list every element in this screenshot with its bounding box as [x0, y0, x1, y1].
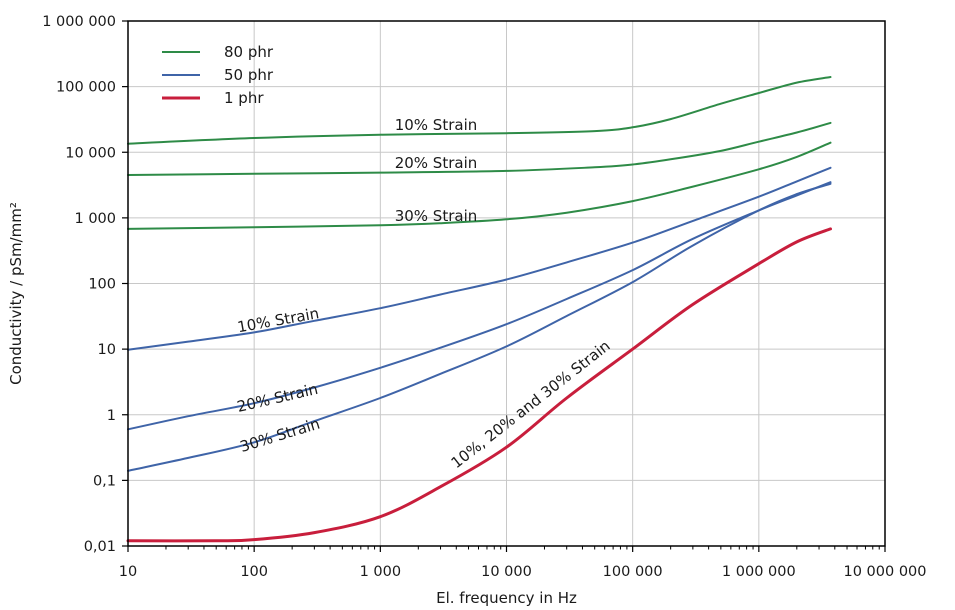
curve-annotation: 30% Strain: [238, 415, 322, 456]
curve-annotation: 10% Strain: [395, 116, 478, 134]
y-tick-label: 10: [98, 342, 116, 358]
legend-label: 50 phr: [224, 66, 274, 84]
curve-annotation: 20% Strain: [235, 380, 319, 416]
series-line-50-phr-30: [127, 182, 832, 472]
y-axis-title: Conductivity / pSm/mm²: [7, 202, 25, 385]
x-tick-label: 10 000: [481, 564, 532, 580]
x-tick-label: 100: [240, 564, 268, 580]
series-line-80-phr-20: [127, 121, 832, 176]
series-line-50-phr-20: [127, 181, 832, 431]
x-tick-label: 100 000: [603, 564, 663, 580]
y-tick-label: 1: [107, 408, 116, 424]
series-line-50-phr-10: [127, 166, 832, 351]
legend-label: 1 phr: [224, 89, 264, 107]
y-tick-label: 1 000: [74, 211, 116, 227]
x-axis-title: El. frequency in Hz: [436, 589, 577, 607]
curve-annotation: 20% Strain: [395, 154, 478, 172]
series-layer: [126, 76, 832, 543]
series-line-1-phr-10-20-30: [126, 227, 832, 543]
y-tick-label: 100 000: [56, 80, 116, 96]
y-tick-label: 0,1: [93, 473, 116, 489]
legend-label: 80 phr: [224, 43, 274, 61]
grid: [128, 21, 885, 546]
y-tick-label: 10 000: [65, 145, 116, 161]
curve-annotation: 10%, 20% and 30% Strain: [448, 337, 614, 472]
series-line-80-phr-30: [127, 141, 832, 230]
x-tick-label: 10 000 000: [843, 564, 926, 580]
axis-ticks: 0,01 0,1 1 10 100 1 000 10 000 100 000 1 000 000…: [42, 14, 926, 580]
y-tick-label: 1 000 000: [42, 14, 116, 30]
series-line-80-phr-10: [127, 76, 832, 145]
x-tick-label: 1 000 000: [722, 564, 796, 580]
curve-annotation: 30% Strain: [395, 207, 478, 225]
curve-annotation: 10% Strain: [236, 304, 320, 336]
legend: 80 phr 50 phr 1 phr: [162, 43, 274, 107]
x-tick-label: 10: [119, 564, 137, 580]
y-tick-label: 0,01: [84, 539, 116, 555]
y-tick-label: 100: [88, 277, 116, 293]
x-tick-label: 1 000: [360, 564, 402, 580]
